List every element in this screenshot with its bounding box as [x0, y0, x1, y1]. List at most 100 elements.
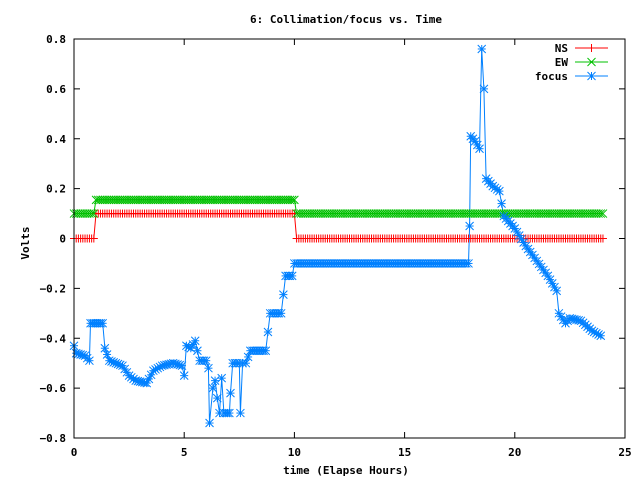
data-point-ew	[567, 209, 577, 218]
data-point-ew	[378, 209, 387, 218]
data-point-ew	[164, 195, 174, 205]
data-point-ew	[596, 209, 606, 218]
data-point-focus	[464, 259, 473, 268]
data-point-focus	[287, 271, 297, 281]
data-point-ew	[162, 195, 171, 205]
data-point-ew	[477, 209, 487, 218]
data-point-ew	[387, 209, 396, 218]
data-point-ew	[351, 209, 361, 218]
data-point-ew	[433, 209, 443, 218]
data-point-ew	[536, 209, 546, 218]
data-point-ew	[184, 195, 193, 205]
data-point-ew	[470, 209, 480, 218]
data-point-ew	[461, 209, 471, 218]
data-point-ew	[228, 195, 238, 205]
data-point-focus	[142, 378, 152, 388]
data-point-ew	[312, 209, 321, 218]
data-point-ew	[223, 195, 233, 205]
data-point-ew	[85, 209, 94, 218]
data-point-ew	[393, 209, 403, 218]
data-point-ew	[135, 195, 145, 205]
data-point-ew	[404, 209, 414, 218]
data-point-ew	[384, 209, 394, 218]
data-point-ew	[490, 209, 500, 218]
axis-ticks: 0 5 10 15 20 25 −0.8 −0.6 −0.4 −0.2 0 0.2 0.4 0.6 0.8	[40, 33, 632, 459]
data-point-ew	[479, 209, 489, 218]
data-point-ew	[96, 195, 105, 205]
x-tick-label: 5	[181, 446, 188, 459]
data-point-ns	[598, 234, 607, 243]
data-point-ew	[468, 209, 478, 218]
data-point-ew	[197, 195, 207, 205]
data-point-ew	[186, 195, 196, 205]
data-point-ew	[270, 195, 279, 205]
data-point-ew	[517, 209, 526, 218]
data-point-focus	[193, 346, 202, 356]
data-point-ew	[556, 209, 566, 218]
data-point-ew	[221, 195, 231, 205]
data-point-focus	[477, 44, 487, 54]
data-point-ew	[450, 209, 460, 218]
y-tick-label: −0.4	[40, 332, 67, 345]
data-point-ew	[578, 209, 588, 218]
data-point-ew	[155, 195, 165, 205]
x-tick-label: 0	[71, 446, 78, 459]
data-point-ew	[587, 209, 597, 218]
data-point-ew	[252, 195, 262, 205]
data-point-ew	[226, 195, 235, 205]
data-point-ew	[466, 209, 476, 218]
data-point-ew	[296, 209, 306, 218]
data-point-ew	[347, 209, 357, 218]
data-point-ew	[243, 195, 253, 205]
data-point-ew	[420, 209, 429, 218]
data-point-ew	[166, 195, 176, 205]
data-point-ew	[426, 209, 436, 218]
data-point-focus	[205, 418, 214, 428]
data-point-ew	[521, 209, 531, 218]
data-point-ew	[122, 195, 132, 205]
data-point-ew	[234, 195, 244, 205]
data-point-ew	[539, 209, 548, 218]
data-point-ew	[442, 209, 451, 218]
x-axis-label: time (Elapse Hours)	[283, 464, 409, 477]
data-point-ew	[534, 209, 544, 218]
data-point-focus	[217, 373, 227, 383]
data-point-ew	[457, 209, 467, 218]
data-point-ew	[303, 209, 312, 218]
data-point-ew	[126, 195, 136, 205]
data-point-ew	[528, 209, 537, 218]
data-point-ew	[102, 195, 112, 205]
data-point-ew	[342, 209, 352, 218]
data-point-ew	[550, 209, 559, 218]
data-point-ew	[199, 195, 209, 205]
data-point-ew	[89, 209, 99, 218]
data-point-ew	[373, 209, 383, 218]
data-point-ew	[259, 195, 268, 205]
data-point-ew	[336, 209, 346, 218]
data-point-ew	[124, 195, 134, 205]
data-point-ew	[353, 209, 363, 218]
data-point-focus	[276, 308, 286, 318]
data-point-ew	[411, 209, 420, 218]
data-point-ew	[281, 195, 290, 205]
data-point-ew	[307, 209, 317, 218]
data-point-ew	[585, 209, 595, 218]
data-point-ew	[201, 195, 211, 205]
data-point-ew	[212, 195, 222, 205]
data-point-ew	[424, 209, 434, 218]
data-point-ew	[446, 209, 456, 218]
data-point-ew	[545, 209, 555, 218]
data-point-ew	[254, 195, 264, 205]
data-point-ew	[422, 209, 431, 218]
data-point-ew	[532, 209, 542, 218]
x-tick-label: 25	[618, 446, 631, 459]
data-point-ew	[395, 209, 405, 218]
data-point-ew	[558, 209, 568, 218]
data-point-ew	[274, 195, 284, 205]
data-point-ew	[439, 209, 449, 218]
data-point-focus	[263, 327, 273, 337]
data-point-focus	[144, 374, 154, 384]
x-tick-label: 15	[398, 446, 411, 459]
